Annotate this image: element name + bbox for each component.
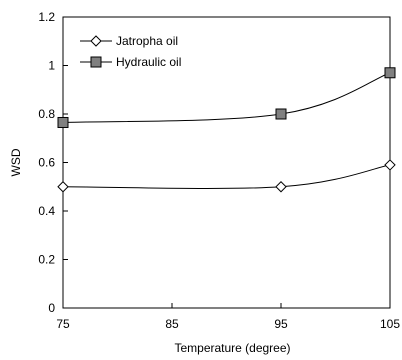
legend: Jatropha oil Hydraulic oil <box>80 34 181 69</box>
y-tick-label: 0.6 <box>38 156 55 170</box>
data-point <box>275 181 287 193</box>
x-axis-label: Temperature (degree) <box>174 341 290 355</box>
y-tick-label: 1 <box>48 59 55 73</box>
legend-entry: Jatropha oil <box>80 34 178 48</box>
data-point <box>57 116 69 128</box>
legend-label: Jatropha oil <box>116 34 178 48</box>
data-point <box>57 181 69 193</box>
x-tick-label: 75 <box>56 317 70 331</box>
y-tick-label: 0 <box>48 301 55 315</box>
plot-area <box>62 16 391 309</box>
legend-label: Hydraulic oil <box>116 55 181 69</box>
x-tick-label: 85 <box>165 317 179 331</box>
data-point <box>275 108 287 120</box>
y-axis-label: WSD <box>9 148 23 176</box>
x-tick-label: 105 <box>380 317 400 331</box>
series-layer <box>57 67 396 193</box>
legend-marker <box>90 56 102 68</box>
series-line <box>62 164 391 189</box>
y-tick-label: 0.2 <box>38 253 55 267</box>
data-point <box>384 159 396 171</box>
series-line <box>62 72 391 123</box>
data-point <box>384 67 396 79</box>
legend-entry: Hydraulic oil <box>80 55 181 69</box>
series-jatropha-oil <box>57 159 396 193</box>
plot-border <box>62 16 391 309</box>
x-tick-label: 95 <box>274 317 288 331</box>
y-tick-label: 0.4 <box>38 204 55 218</box>
y-tick-label: 0.8 <box>38 107 55 121</box>
series-hydraulic-oil <box>57 67 396 128</box>
legend-marker <box>90 35 102 47</box>
ticks: 0 0.2 0.4 0.6 0.8 1 1.2 75 85 95 105 <box>38 10 400 331</box>
y-tick-label: 1.2 <box>38 10 55 24</box>
